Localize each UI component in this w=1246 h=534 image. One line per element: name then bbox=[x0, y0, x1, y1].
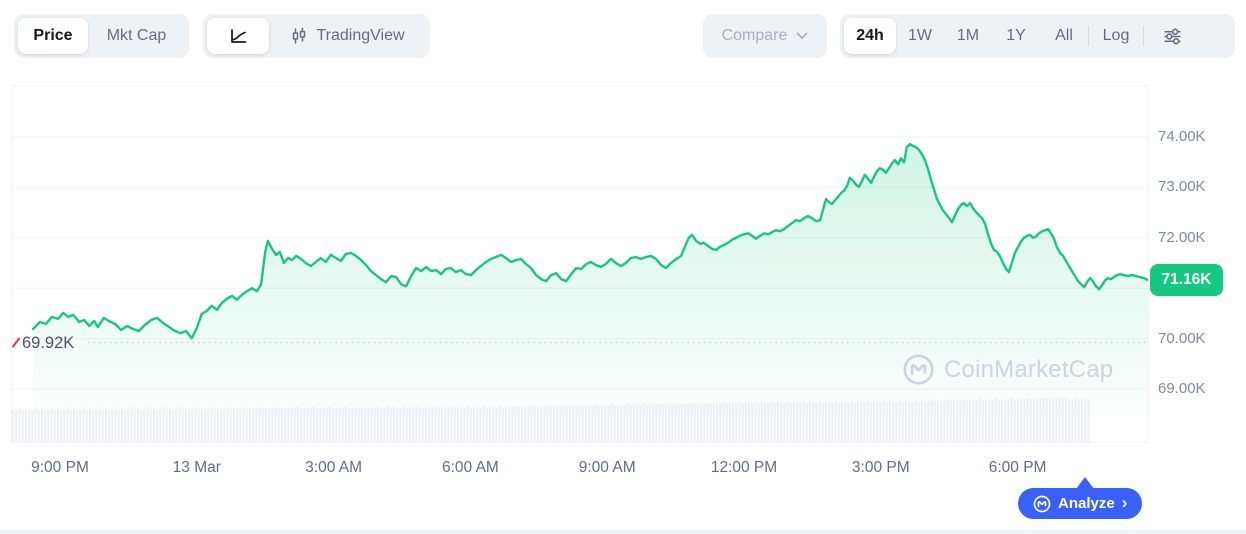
log-label: Log bbox=[1102, 27, 1130, 44]
tradingview-label: TradingView bbox=[316, 27, 405, 44]
range-24h-button[interactable]: 24h bbox=[844, 18, 896, 54]
chart-type-toggle-group: TradingView bbox=[203, 14, 430, 58]
divider bbox=[1143, 26, 1144, 46]
range-toggle-group: 24h 1W 1M 1Y All Log bbox=[840, 14, 1235, 58]
x-axis-label: 9:00 AM bbox=[578, 459, 636, 476]
range-1m-label: 1M bbox=[956, 27, 980, 44]
range-1y-button[interactable]: 1Y bbox=[992, 18, 1040, 54]
divider bbox=[1088, 26, 1089, 46]
compare-label: Compare bbox=[721, 27, 788, 44]
range-1w-label: 1W bbox=[908, 27, 932, 44]
y-axis-label: 74.00K bbox=[1158, 128, 1206, 145]
analyze-button[interactable]: Analyze › bbox=[1018, 488, 1143, 519]
price-chart-svg bbox=[12, 136, 1148, 442]
chevron-right-icon: › bbox=[1121, 492, 1128, 512]
y-axis-label: 70.00K bbox=[1158, 329, 1206, 347]
log-scale-button[interactable]: Log bbox=[1089, 18, 1143, 54]
candlestick-icon bbox=[293, 27, 306, 44]
sliders-icon bbox=[1163, 28, 1181, 44]
mktcap-tab[interactable]: Mkt Cap bbox=[88, 18, 185, 54]
x-axis-label: 3:00 AM bbox=[305, 459, 363, 476]
line-chart-icon bbox=[231, 29, 247, 43]
analyze-bubble-pointer bbox=[1076, 477, 1094, 489]
mktcap-tab-label: Mkt Cap bbox=[106, 27, 167, 44]
price-tab-label: Price bbox=[33, 27, 73, 44]
watermark-text: CoinMarketCap bbox=[944, 355, 1114, 383]
x-axis-label: 6:00 PM bbox=[988, 459, 1047, 476]
previous-close-label: 69.92K bbox=[22, 333, 75, 352]
range-24h-label: 24h bbox=[856, 27, 884, 44]
compare-button[interactable]: Compare bbox=[703, 14, 827, 58]
analyze-label: Analyze bbox=[1058, 495, 1115, 512]
tradingview-chart-type-button[interactable]: TradingView bbox=[269, 18, 426, 54]
range-all-label: All bbox=[1055, 27, 1073, 44]
price-tab[interactable]: Price bbox=[18, 18, 88, 54]
y-axis-label: 72.00K bbox=[1158, 228, 1206, 246]
range-1m-button[interactable]: 1M bbox=[944, 18, 992, 54]
price-area-fill bbox=[33, 144, 1148, 416]
price-line bbox=[31, 142, 1148, 340]
x-axis-label: 13 Mar bbox=[172, 459, 221, 476]
metric-toggle-group: Price Mkt Cap bbox=[14, 14, 189, 58]
coinmarketcap-logo-icon bbox=[903, 354, 934, 385]
open-price-tick bbox=[12, 337, 20, 348]
volume-bars bbox=[12, 396, 1090, 442]
x-axis-label: 9:00 PM bbox=[31, 459, 89, 476]
price-chart-plot-area[interactable] bbox=[12, 86, 1148, 442]
coinmarketcap-watermark: CoinMarketCap bbox=[902, 353, 1113, 386]
range-1w-button[interactable]: 1W bbox=[896, 18, 944, 54]
chart-settings-button[interactable] bbox=[1144, 18, 1200, 54]
x-axis-label: 12:00 PM bbox=[710, 459, 778, 476]
bottom-divider-strip bbox=[0, 530, 1246, 534]
range-1y-label: 1Y bbox=[1006, 27, 1026, 44]
line-chart-type-button[interactable] bbox=[207, 18, 269, 54]
x-axis-label: 6:00 AM bbox=[441, 459, 499, 476]
analyze-logo-icon bbox=[1033, 495, 1051, 512]
y-axis-label: 69.00K bbox=[1158, 380, 1206, 397]
y-axis-label: 73.00K bbox=[1158, 178, 1206, 196]
chevron-down-icon bbox=[797, 32, 808, 39]
x-axis-label: 3:00 PM bbox=[851, 459, 910, 476]
current-price-badge: 71.16K bbox=[1150, 264, 1223, 297]
range-all-button[interactable]: All bbox=[1040, 18, 1088, 54]
